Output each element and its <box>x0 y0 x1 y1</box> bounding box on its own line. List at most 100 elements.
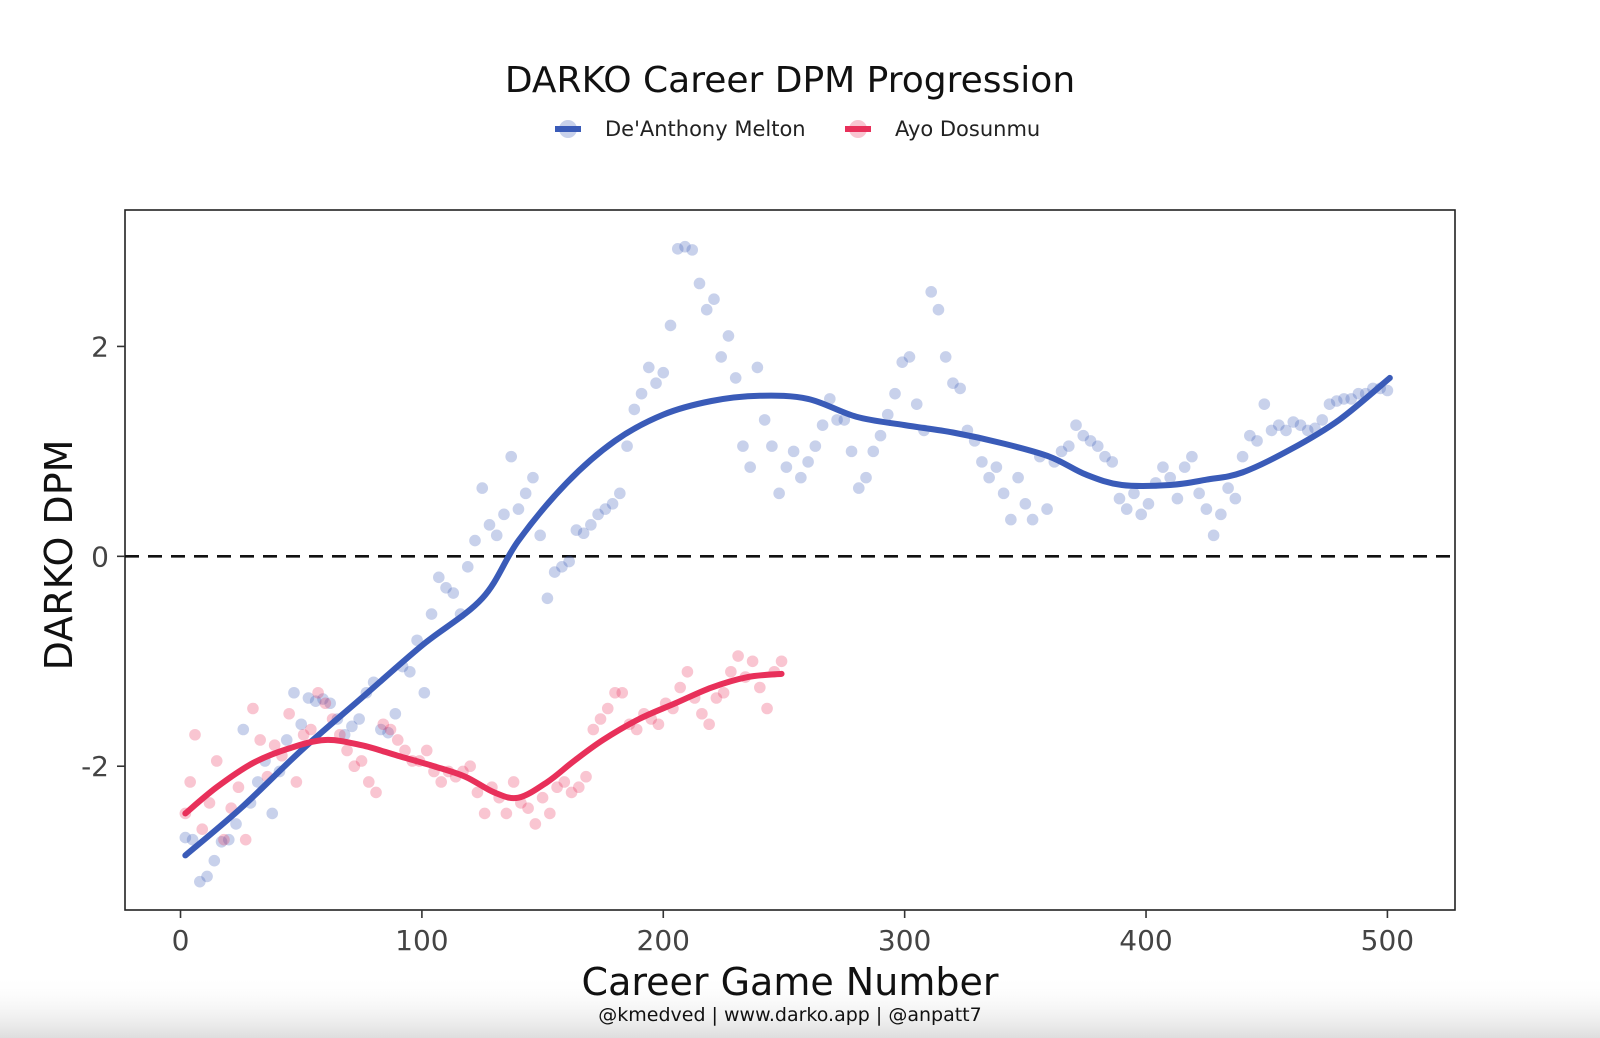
point-series-1-42 <box>478 807 491 820</box>
x-tick-label: 100 <box>395 924 448 957</box>
point-series-1-53 <box>558 776 571 788</box>
point-series-0-2 <box>194 875 206 888</box>
point-series-0-0 <box>179 831 192 844</box>
point-series-0-133 <box>1142 498 1155 510</box>
point-series-0-153 <box>1287 416 1300 428</box>
point-series-1-31 <box>399 744 411 757</box>
point-series-0-99 <box>896 356 909 368</box>
point-series-0-87 <box>809 440 822 452</box>
point-series-0-67 <box>664 319 677 332</box>
point-series-0-154 <box>1294 419 1307 431</box>
point-series-0-7 <box>230 818 242 830</box>
point-series-0-95 <box>867 445 880 458</box>
point-series-0-69 <box>679 240 691 253</box>
point-series-1-60 <box>609 686 621 699</box>
point-series-0-125 <box>1084 435 1097 447</box>
point-series-0-150 <box>1265 424 1278 437</box>
point-series-1-4 <box>203 797 216 809</box>
point-series-0-47 <box>519 487 532 500</box>
point-series-0-5 <box>215 835 228 848</box>
point-series-0-83 <box>780 461 793 473</box>
y-axis-title: DARKO DPM <box>37 440 81 671</box>
point-series-0-146 <box>1236 450 1249 463</box>
point-series-1-3 <box>196 823 209 835</box>
point-series-0-155 <box>1301 424 1314 437</box>
x-tick-label: 0 <box>172 924 190 957</box>
point-series-0-143 <box>1215 508 1227 521</box>
point-series-0-45 <box>505 450 518 463</box>
point-series-1-57 <box>587 723 600 736</box>
point-series-1-49 <box>529 818 542 830</box>
y-tick-label: 0 <box>91 540 109 573</box>
point-series-0-22 <box>338 728 351 741</box>
point-series-0-84 <box>787 445 800 458</box>
point-series-0-128 <box>1106 456 1119 468</box>
point-series-0-97 <box>881 408 894 421</box>
point-series-0-8 <box>237 723 250 736</box>
point-series-0-86 <box>802 456 814 468</box>
point-series-0-131 <box>1128 487 1140 500</box>
point-series-0-110 <box>976 456 988 468</box>
point-series-0-138 <box>1178 461 1191 473</box>
point-series-0-46 <box>512 503 525 515</box>
point-series-0-79 <box>751 361 764 374</box>
point-series-0-58 <box>599 503 612 515</box>
point-series-0-158 <box>1323 398 1336 410</box>
point-series-0-35 <box>432 571 445 584</box>
legend-label-1: Ayo Dosunmu <box>895 117 1040 141</box>
point-series-1-23 <box>341 744 353 757</box>
point-series-0-37 <box>447 587 460 599</box>
point-series-0-33 <box>418 686 431 699</box>
point-series-0-151 <box>1272 419 1285 431</box>
point-series-1-61 <box>616 686 629 699</box>
point-series-1-2 <box>189 728 201 741</box>
point-series-1-69 <box>674 681 686 694</box>
point-series-1-10 <box>247 702 259 715</box>
point-series-1-30 <box>391 734 404 746</box>
point-series-0-32 <box>411 634 423 647</box>
point-series-0-17 <box>302 692 315 704</box>
point-series-0-39 <box>461 561 474 573</box>
point-series-0-70 <box>686 244 699 256</box>
point-series-0-162 <box>1352 387 1365 400</box>
point-series-0-105 <box>939 351 952 363</box>
point-series-0-106 <box>947 377 959 389</box>
point-series-0-119 <box>1041 503 1053 515</box>
point-series-0-57 <box>592 508 604 521</box>
point-series-0-122 <box>1062 440 1075 452</box>
point-series-1-70 <box>681 665 694 678</box>
point-series-1-46 <box>507 776 520 788</box>
point-series-0-103 <box>925 286 938 298</box>
point-series-0-149 <box>1258 398 1271 410</box>
point-series-0-96 <box>874 429 887 442</box>
chart-title: DARKO Career DPM Progression <box>505 60 1075 101</box>
point-series-0-31 <box>404 665 416 678</box>
point-series-0-145 <box>1229 492 1242 505</box>
point-series-0-72 <box>700 303 713 316</box>
point-series-0-139 <box>1186 450 1198 463</box>
point-series-0-104 <box>932 303 945 316</box>
point-series-0-62 <box>628 403 641 416</box>
legend-item-0: De'Anthony Melton <box>555 117 806 141</box>
smooth-line-series-1 <box>182 670 785 817</box>
point-series-0-135 <box>1157 461 1169 473</box>
x-tick-label: 400 <box>1119 924 1172 957</box>
point-series-0-61 <box>621 440 633 452</box>
point-series-1-11 <box>254 734 266 746</box>
point-series-1-66 <box>652 718 665 731</box>
point-series-0-15 <box>288 686 300 699</box>
point-series-0-147 <box>1244 429 1256 442</box>
point-series-0-114 <box>1005 513 1017 526</box>
point-series-0-41 <box>476 482 489 494</box>
point-series-0-136 <box>1164 471 1176 484</box>
point-series-0-115 <box>1012 471 1024 484</box>
point-series-1-80 <box>754 681 766 694</box>
point-series-1-73 <box>703 718 715 731</box>
point-series-1-58 <box>594 713 607 725</box>
point-series-0-132 <box>1135 508 1148 521</box>
point-series-0-1 <box>186 833 199 846</box>
point-series-0-77 <box>737 440 749 452</box>
point-series-0-48 <box>527 471 539 484</box>
